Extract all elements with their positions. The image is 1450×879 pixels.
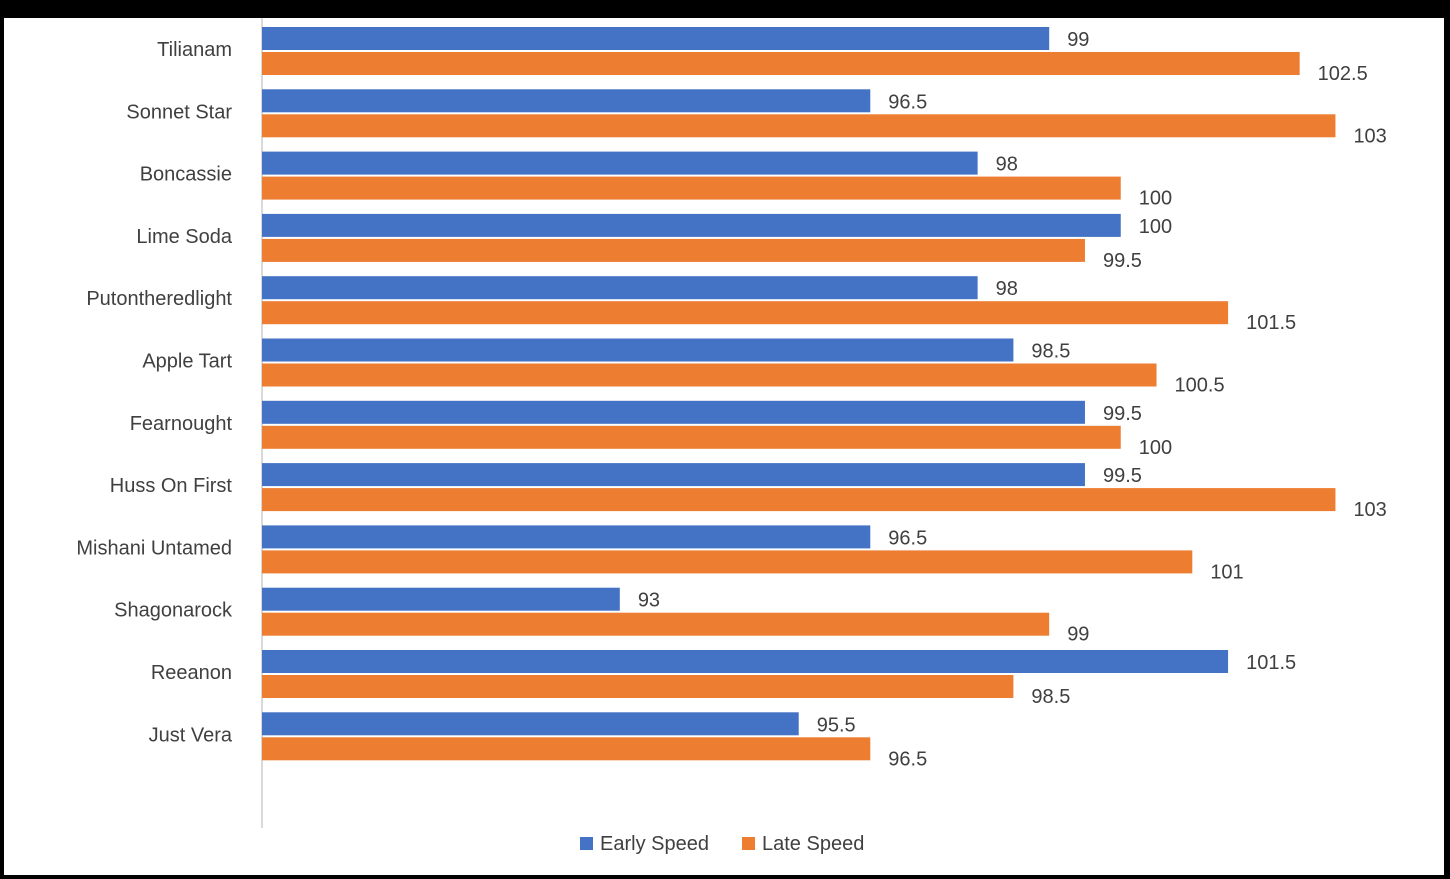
data-label: 101 — [1210, 561, 1243, 583]
category-label: Mishani Untamed — [76, 537, 232, 559]
data-label: 99 — [1067, 624, 1089, 646]
bar-early-speed — [262, 400, 1085, 424]
data-label: 102.5 — [1318, 63, 1368, 85]
legend-swatch-early-speed — [580, 837, 593, 850]
data-label: 95.5 — [817, 714, 856, 736]
bar-late-speed — [262, 114, 1336, 138]
bar-early-speed — [262, 89, 871, 113]
bar-early-speed — [262, 650, 1229, 673]
legend-label-early-speed: Early Speed — [600, 833, 709, 855]
data-label: 99.5 — [1103, 465, 1142, 487]
category-label: Apple Tart — [142, 351, 232, 373]
bar-late-speed — [262, 238, 1085, 262]
category-label: Boncassie — [140, 164, 232, 186]
data-label: 98 — [996, 278, 1018, 300]
bar-early-speed — [262, 213, 1121, 237]
data-label: 96.5 — [888, 527, 927, 549]
data-label: 98.5 — [1031, 686, 1070, 708]
bar-early-speed — [262, 463, 1085, 487]
legend-label-late-speed: Late Speed — [762, 833, 864, 855]
data-label: 99.5 — [1103, 403, 1142, 425]
bar-early-speed — [262, 712, 799, 736]
data-label: 98 — [996, 154, 1018, 176]
category-label: Just Vera — [149, 724, 233, 746]
bar-late-speed — [262, 363, 1157, 387]
data-label: 100.5 — [1175, 375, 1225, 397]
data-label: 100 — [1139, 437, 1172, 459]
bar-late-speed — [262, 301, 1229, 325]
category-label: Sonnet Star — [126, 101, 232, 123]
category-label: Lime Soda — [136, 226, 232, 248]
category-label: Tilianam — [157, 39, 232, 61]
bar-late-speed — [262, 52, 1300, 75]
legend-swatch-late-speed — [742, 837, 755, 850]
data-label: 98.5 — [1031, 341, 1070, 363]
category-label: Huss On First — [110, 475, 233, 497]
data-label: 100 — [1139, 188, 1172, 210]
bar-late-speed — [262, 612, 1050, 636]
data-label: 101.5 — [1246, 312, 1296, 334]
bar-early-speed — [262, 587, 620, 611]
data-label: 93 — [638, 590, 660, 612]
bar-early-speed — [262, 27, 1050, 50]
data-label: 96.5 — [888, 748, 927, 770]
data-label: 96.5 — [888, 91, 927, 113]
data-label: 103 — [1353, 125, 1386, 147]
category-label: Reeanon — [151, 662, 232, 684]
bar-late-speed — [262, 675, 1014, 698]
category-label: Putontheredlight — [86, 288, 232, 310]
bar-late-speed — [262, 425, 1121, 449]
bar-late-speed — [262, 176, 1121, 200]
data-label: 100 — [1139, 216, 1172, 238]
bar-early-speed — [262, 525, 871, 549]
bar-late-speed — [262, 550, 1193, 574]
bar-early-speed — [262, 276, 978, 300]
bar-early-speed — [262, 151, 978, 175]
bar-early-speed — [262, 338, 1014, 362]
bar-late-speed — [262, 737, 871, 761]
category-label: Shagonarock — [114, 600, 233, 622]
data-label: 99.5 — [1103, 250, 1142, 272]
data-label: 103 — [1353, 499, 1386, 521]
data-label: 101.5 — [1246, 652, 1296, 674]
bar-late-speed — [262, 488, 1336, 512]
category-label: Fearnought — [130, 413, 233, 435]
data-label: 99 — [1067, 29, 1089, 51]
